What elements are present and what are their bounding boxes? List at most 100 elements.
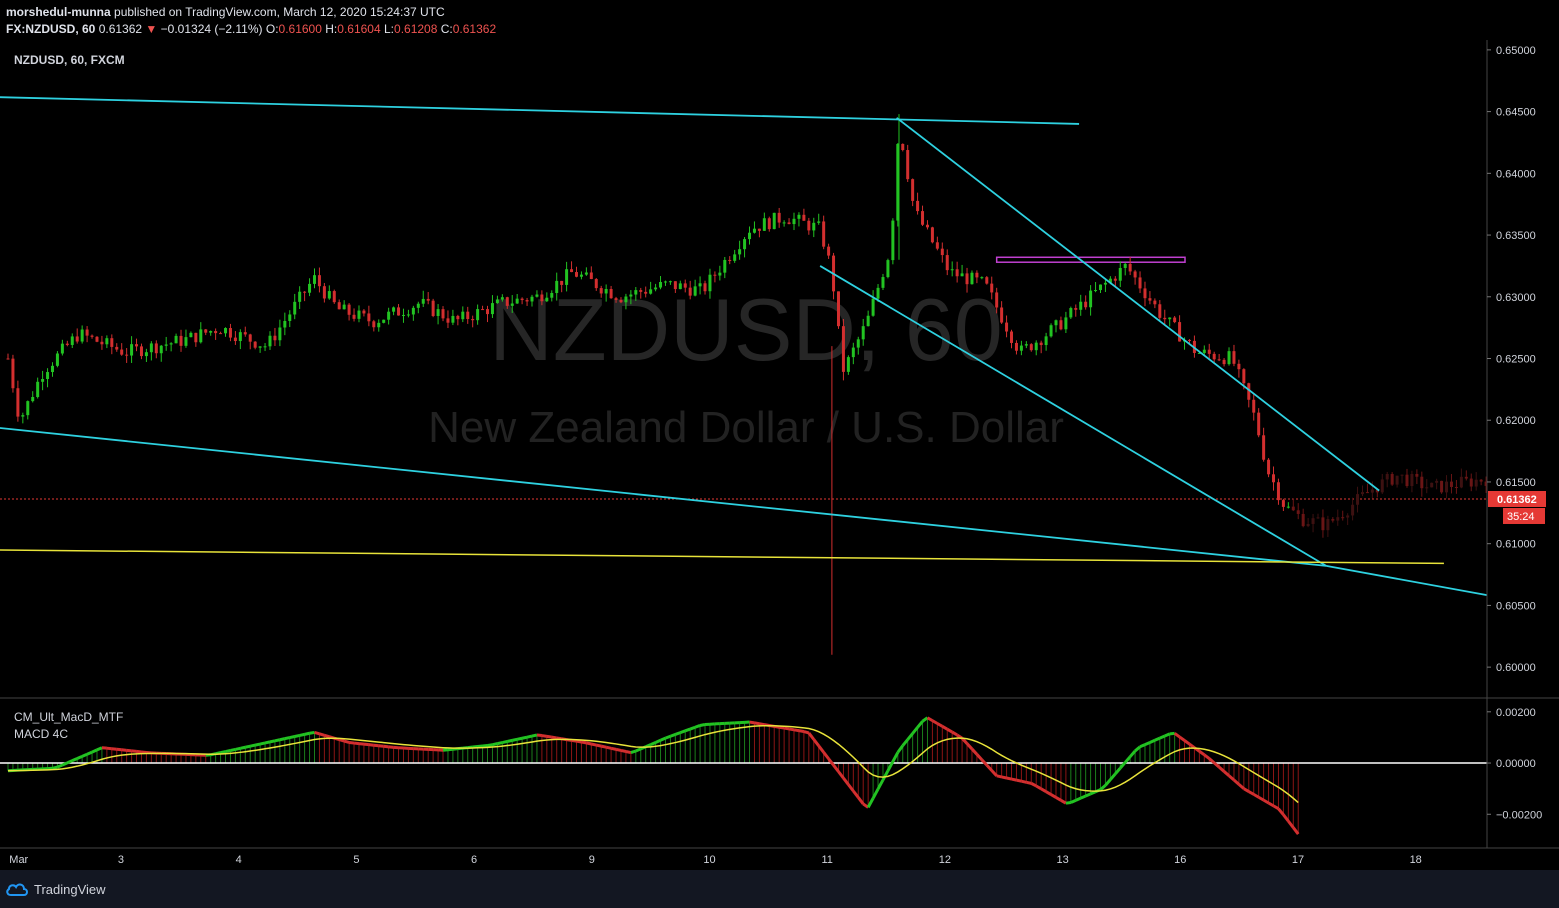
macd-line-segment (136, 749, 142, 754)
candle-body (436, 309, 440, 316)
candle-body (1484, 481, 1488, 486)
macd-line-segment (812, 738, 820, 747)
candle-body (782, 222, 786, 224)
candle-body (565, 269, 569, 285)
candle-body (718, 272, 722, 276)
macd-line-segment (1243, 787, 1250, 793)
candle-body (955, 269, 959, 277)
candle-body (1286, 506, 1290, 508)
indicator-name[interactable]: CM_Ult_MacD_MTF (14, 710, 124, 724)
macd-line-segment (1169, 731, 1175, 736)
macd-line-segment (901, 738, 909, 747)
macd-line-segment (141, 750, 147, 754)
down-arrow-icon: ▼ (145, 22, 158, 36)
close-value: 0.61362 (452, 22, 497, 36)
candle-body (1464, 476, 1468, 479)
candle-body (1281, 500, 1285, 507)
candle-body (1360, 492, 1364, 495)
macd-line-segment (1026, 780, 1032, 785)
footer-bar: TradingView (0, 870, 1559, 908)
macd-line-segment (230, 747, 236, 752)
candlestick-series (6, 114, 1559, 655)
candle-body (797, 214, 801, 219)
candle-body (896, 143, 900, 221)
series-legend[interactable]: NZDUSD, 60, FXCM (14, 53, 125, 67)
candle-body (1054, 320, 1058, 326)
candle-body (876, 287, 880, 299)
publisher-name[interactable]: morshedul-munna (6, 5, 111, 19)
candle-body (149, 343, 153, 353)
macd-line-segment (975, 753, 983, 761)
low-label: L: (384, 22, 395, 36)
trendlines-layer[interactable] (0, 96, 1503, 599)
macd-line-segment (1287, 820, 1295, 829)
candle-body (46, 372, 50, 379)
candle-body (1217, 359, 1221, 361)
price-axis[interactable]: 0.65000 0.64500 0.64000 0.63500 0.63000 0.625… (0, 40, 1559, 849)
macd-line-segment (269, 739, 276, 744)
annotations-layer[interactable] (0, 256, 1486, 500)
macd-line-segment (249, 743, 256, 748)
candle-body (337, 302, 341, 310)
candle-body (748, 232, 752, 240)
candle-body (1296, 510, 1300, 514)
candle-body (767, 218, 771, 230)
tradingview-brand[interactable]: TradingView (34, 882, 106, 897)
macd-line-segment (1104, 778, 1112, 787)
candle-body (1207, 349, 1211, 354)
candle-body (970, 272, 974, 285)
macd-line-segment (235, 746, 241, 751)
candle-body (752, 228, 756, 233)
open-value: 0.61600 (278, 22, 322, 36)
macd-line-segment (921, 716, 929, 723)
macd-line-segment (778, 725, 785, 730)
candle-body (792, 218, 796, 225)
candle-body (174, 335, 178, 344)
chart-canvas[interactable]: NZDUSD, 60 New Zealand Dollar / U.S. Dol… (0, 0, 1559, 870)
candle-body (1267, 459, 1271, 475)
candle-body (1242, 369, 1246, 384)
candle-body (411, 307, 415, 315)
time-axis[interactable]: Mar 3 4 5 6 9 10 11 12 13 16 17 18 (9, 854, 1422, 866)
time-tick-label: 11 (821, 854, 832, 866)
candle-body (139, 346, 143, 357)
candle-body (693, 286, 697, 296)
macd-line-segment (625, 750, 632, 755)
candle-body (362, 310, 366, 314)
tradingview-cloud-icon[interactable] (6, 881, 28, 897)
candle-body (268, 335, 272, 347)
macd-line-segment (650, 741, 657, 746)
candle-body (154, 343, 158, 354)
macd-line-segment (61, 761, 68, 767)
candle-body (654, 287, 658, 290)
candle-body (243, 332, 247, 335)
time-tick-label: 3 (118, 854, 124, 866)
macd-line-segment (600, 744, 607, 749)
candle-body (1143, 288, 1147, 299)
candle-body (1202, 349, 1206, 353)
candle-body (757, 228, 761, 231)
macd-line-segment (1124, 755, 1132, 764)
macd-line-segment (911, 726, 919, 735)
macd-line-segment (1040, 787, 1047, 794)
candle-body (1321, 517, 1325, 531)
macd-line-segment (76, 755, 83, 760)
candle-body (1089, 290, 1093, 308)
candle-body (490, 303, 494, 315)
macd-line-segment (827, 757, 835, 767)
macd-line-segment (1282, 813, 1290, 823)
candle-body (703, 283, 707, 292)
candle-body (85, 329, 89, 336)
time-tick-label: 17 (1292, 854, 1304, 866)
candle-body (1212, 353, 1216, 360)
macd-line-segment (946, 727, 953, 734)
candle-body (871, 298, 875, 316)
macd-line-segment (1232, 778, 1240, 786)
candle-body (1227, 351, 1231, 365)
candle-body (545, 297, 549, 302)
candle-body (1049, 325, 1053, 337)
candle-body (644, 291, 648, 294)
candle-body (293, 301, 297, 315)
support-line (0, 549, 1444, 565)
macd-line-segment (1035, 784, 1042, 791)
